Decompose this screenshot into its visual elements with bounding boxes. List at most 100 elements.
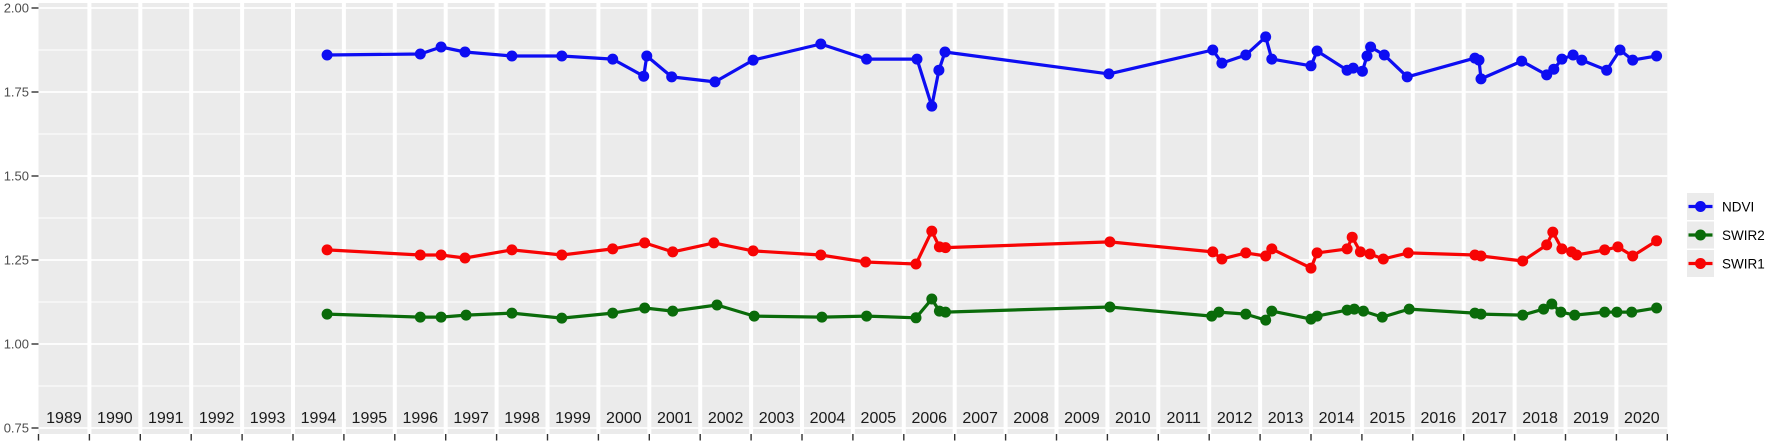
year-label: 1999: [555, 410, 591, 427]
year-label: 2012: [1217, 410, 1253, 427]
data-point-SWIR1: [1627, 250, 1639, 262]
data-point-SWIR2: [460, 309, 472, 321]
data-point-SWIR1: [1377, 253, 1389, 265]
data-point-NDVI: [861, 53, 873, 65]
data-point-SWIR2: [1626, 306, 1638, 318]
data-point-SWIR1: [860, 256, 872, 268]
data-point-NDVI: [1567, 49, 1579, 61]
data-point-NDVI: [1361, 50, 1373, 62]
data-point-NDVI: [1260, 31, 1272, 43]
data-point-SWIR2: [556, 312, 568, 324]
data-point-NDVI: [933, 64, 945, 76]
data-point-SWIR2: [321, 308, 333, 320]
year-label: 1992: [199, 410, 235, 427]
legend-item-SWIR2[interactable]: SWIR2: [1687, 221, 1765, 249]
data-point-NDVI: [926, 100, 938, 112]
data-point-SWIR1: [1541, 239, 1553, 251]
data-point-NDVI: [1401, 71, 1413, 83]
data-point-NDVI: [321, 49, 333, 61]
data-point-SWIR1: [1266, 243, 1278, 255]
data-point-NDVI: [1378, 49, 1390, 61]
data-point-NDVI: [1103, 68, 1115, 80]
data-point-SWIR2: [506, 307, 518, 319]
data-point-NDVI: [666, 71, 678, 83]
data-point-SWIR1: [1341, 243, 1353, 255]
data-point-NDVI: [1556, 53, 1568, 65]
data-point-SWIR2: [1651, 302, 1663, 314]
data-point-SWIR2: [910, 312, 922, 324]
data-point-NDVI: [709, 76, 721, 88]
y-axis: 0.75 1.00 1.25 1.50 1.75 2.00: [4, 1, 39, 436]
y-axis-label: 1.50: [4, 169, 29, 184]
data-point-SWIR1: [1305, 262, 1317, 274]
data-point-NDVI: [1614, 44, 1626, 56]
data-point-SWIR2: [1403, 303, 1415, 315]
year-label: 2010: [1115, 410, 1151, 427]
year-label: 2003: [759, 410, 795, 427]
data-point-NDVI: [1347, 62, 1359, 74]
data-point-SWIR1: [639, 237, 651, 249]
data-point-NDVI: [1475, 73, 1487, 85]
data-point-SWIR2: [1213, 306, 1225, 318]
legend-label: SWIR1: [1722, 256, 1765, 271]
data-point-NDVI: [1207, 44, 1219, 56]
series-NDVI: [321, 31, 1663, 112]
year-label: 1995: [352, 410, 388, 427]
y-axis-label: 2.00: [4, 1, 29, 16]
year-label: 1993: [250, 410, 286, 427]
data-point-SWIR1: [459, 252, 471, 264]
year-label: 2016: [1420, 410, 1456, 427]
data-point-SWIR2: [926, 293, 938, 305]
y-axis-label: 0.75: [4, 421, 29, 436]
data-point-SWIR1: [414, 249, 426, 261]
data-point-SWIR2: [414, 311, 426, 323]
year-label: 2002: [708, 410, 744, 427]
data-point-NDVI: [1627, 54, 1639, 66]
year-label: 1990: [97, 410, 133, 427]
legend-item-SWIR1[interactable]: SWIR1: [1687, 250, 1765, 277]
year-label: 2014: [1319, 410, 1355, 427]
data-point-SWIR2: [607, 307, 619, 319]
data-point-NDVI: [1516, 55, 1528, 67]
data-point-SWIR1: [1216, 253, 1228, 265]
year-label: 2017: [1471, 410, 1507, 427]
data-point-SWIR2: [1611, 306, 1623, 318]
legend-key-point: [1695, 201, 1706, 212]
data-point-SWIR1: [1571, 249, 1583, 261]
legend-item-NDVI[interactable]: NDVI: [1687, 193, 1754, 220]
year-label: 2007: [962, 410, 998, 427]
y-axis-label: 1.00: [4, 337, 29, 352]
year-label: 2000: [606, 410, 642, 427]
data-point-SWIR2: [435, 311, 447, 323]
data-point-NDVI: [506, 50, 518, 62]
data-point-SWIR2: [1517, 309, 1529, 321]
legend: NDVI SWIR2 SWIR1: [1687, 193, 1765, 277]
data-point-SWIR1: [1104, 236, 1116, 248]
data-point-SWIR1: [1556, 243, 1568, 255]
year-label: 1997: [453, 410, 489, 427]
data-point-SWIR1: [815, 249, 827, 261]
data-point-SWIR1: [1311, 247, 1323, 259]
data-point-NDVI: [939, 46, 951, 58]
data-point-SWIR1: [708, 237, 720, 249]
data-point-SWIR1: [926, 225, 938, 237]
data-point-NDVI: [1365, 41, 1377, 53]
data-point-NDVI: [1356, 65, 1368, 77]
data-point-SWIR1: [1475, 250, 1487, 262]
series-SWIR1: [321, 225, 1663, 274]
data-point-SWIR1: [1612, 241, 1624, 253]
data-point-NDVI: [1548, 63, 1560, 75]
y-axis-label: 1.75: [4, 85, 29, 100]
year-label: 2009: [1064, 410, 1100, 427]
data-point-NDVI: [1311, 45, 1323, 57]
data-point-SWIR2: [1546, 298, 1558, 310]
data-point-SWIR2: [940, 306, 951, 318]
data-point-NDVI: [911, 53, 923, 65]
data-point-SWIR1: [321, 244, 333, 256]
legend-label: SWIR2: [1722, 228, 1765, 243]
data-point-NDVI: [1473, 54, 1485, 66]
data-point-NDVI: [638, 70, 650, 82]
data-point-SWIR2: [1569, 309, 1581, 321]
legend-key-point: [1695, 258, 1706, 269]
